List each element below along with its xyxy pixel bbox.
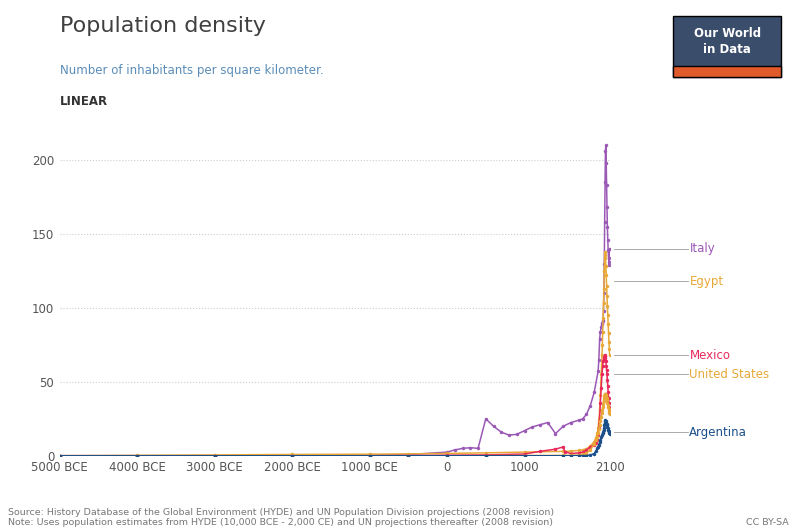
Text: Italy: Italy <box>689 242 715 255</box>
Text: Argentina: Argentina <box>689 426 748 439</box>
Text: Source: History Database of the Global Environment (HYDE) and UN Population Divi: Source: History Database of the Global E… <box>8 508 554 527</box>
Text: Population density: Population density <box>60 16 265 36</box>
Text: Number of inhabitants per square kilometer.: Number of inhabitants per square kilomet… <box>60 64 324 77</box>
Text: CC BY-SA: CC BY-SA <box>746 518 789 527</box>
Text: Our World
in Data: Our World in Data <box>693 26 761 56</box>
Text: Egypt: Egypt <box>689 275 724 288</box>
Text: LINEAR: LINEAR <box>60 95 108 109</box>
Text: Mexico: Mexico <box>689 349 730 361</box>
Text: United States: United States <box>689 368 770 381</box>
